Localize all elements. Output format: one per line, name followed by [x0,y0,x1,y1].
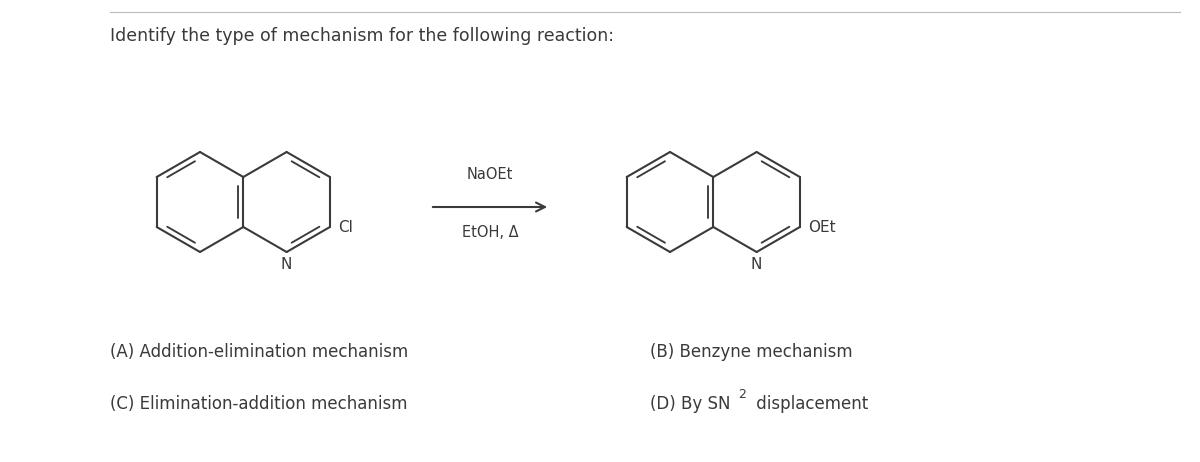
Text: (A) Addition-elimination mechanism: (A) Addition-elimination mechanism [110,343,408,361]
Text: (C) Elimination-addition mechanism: (C) Elimination-addition mechanism [110,395,408,413]
Text: N: N [751,257,762,272]
Text: NaOEt: NaOEt [467,167,514,182]
Text: Cl: Cl [338,219,353,235]
Text: 2: 2 [738,389,746,401]
Text: (B) Benzyne mechanism: (B) Benzyne mechanism [650,343,853,361]
Text: Identify the type of mechanism for the following reaction:: Identify the type of mechanism for the f… [110,27,614,45]
Text: (D) By SN: (D) By SN [650,395,731,413]
Text: EtOH, Δ: EtOH, Δ [462,225,518,240]
Text: displacement: displacement [751,395,869,413]
Text: N: N [281,257,293,272]
Text: OEt: OEt [808,219,835,235]
